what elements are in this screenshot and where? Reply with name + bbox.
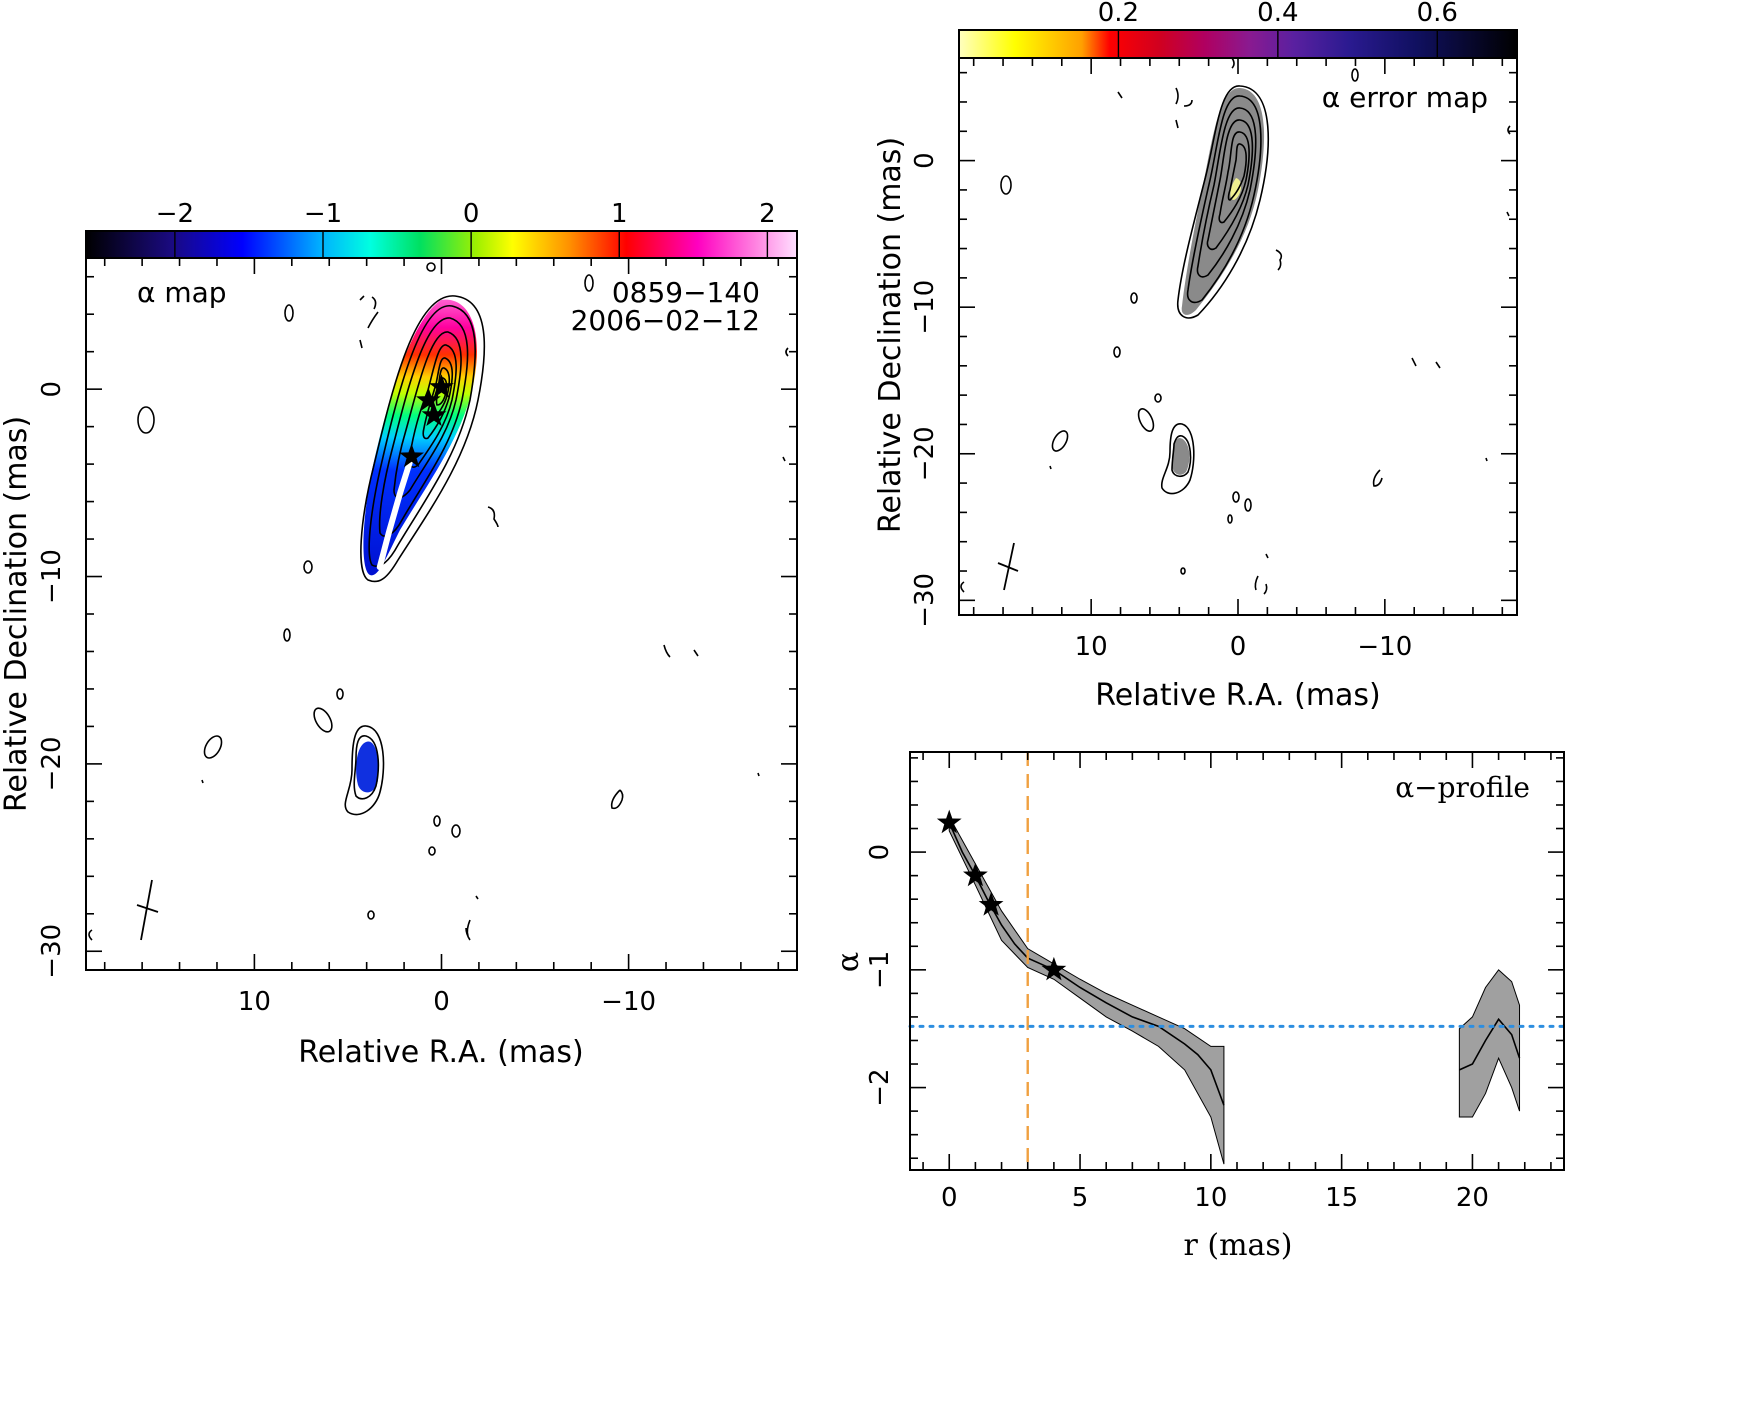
- alpha-map-star: [429, 374, 454, 398]
- alpha-profile-stars: [936, 809, 1067, 981]
- alpha-map-ytick-label: −10: [37, 549, 67, 604]
- alpha-profile-label: α−profile: [1395, 771, 1530, 804]
- error-map-ytick-label: 0: [910, 152, 940, 169]
- alpha-map-stars: [399, 374, 454, 468]
- error-map-beam: [997, 542, 1019, 591]
- error-map-axes: 10 0 −10 0 −10 −20 −30: [910, 58, 1517, 662]
- alpha-map-xtick-label: −10: [601, 987, 656, 1017]
- alpha-colorbar-tick-label: 2: [759, 199, 776, 229]
- error-map-ytick-label: −30: [910, 573, 940, 628]
- alpha-colorbar: [85, 230, 798, 259]
- alpha-profile-line: [1459, 1017, 1521, 1071]
- alpha-map-beam: [136, 879, 159, 941]
- error-map-label: α error map: [1322, 81, 1488, 114]
- alpha-colorbar-tick-label: 0: [463, 199, 480, 229]
- error-colorbar-tick-label: 0.4: [1257, 0, 1298, 28]
- alpha-map-star: [399, 443, 424, 468]
- alpha-profile-panel: 0 5 10 15 20 0 −1 −2 α−profile r (mas) α: [831, 751, 1566, 1263]
- alpha-profile-xlabel: r (mas): [1183, 1228, 1292, 1263]
- alpha-profile-ytick-label: 0: [865, 844, 895, 861]
- error-map-panel: 0.2 0.4 0.6: [873, 0, 1518, 713]
- alpha-colorbar-ticks: −2 −1 0 1 2: [156, 199, 776, 258]
- error-colorbar-tick-label: 0.6: [1417, 0, 1458, 28]
- alpha-profile-star: [963, 862, 988, 887]
- alpha-profile-ytick-label: −2: [865, 1068, 895, 1106]
- alpha-map-star: [416, 387, 441, 411]
- error-map-ytick-label: −10: [910, 280, 940, 335]
- alpha-map-ylabel: Relative Declination (mas): [0, 416, 34, 812]
- error-map-xtick-label: 10: [1075, 632, 1108, 662]
- alpha-profile-axes: 0 5 10 15 20 0 −1 −2: [865, 752, 1564, 1213]
- alpha-map-axes: 10 0 −10 0 −10 −20 −30: [37, 258, 797, 1017]
- error-map-ytick-label: −20: [910, 426, 940, 481]
- error-map-contours: [960, 57, 1511, 595]
- alpha-map-xtick-label: 0: [433, 987, 450, 1017]
- alpha-map-date: 2006−02−12: [571, 304, 760, 337]
- error-colorbar: [958, 29, 1518, 59]
- alpha-map-xtick-label: 10: [238, 987, 271, 1017]
- alpha-colorbar-tick-label: 1: [611, 199, 628, 229]
- alpha-map-ytick-label: −30: [37, 924, 67, 979]
- alpha-map-star: [421, 402, 447, 426]
- alpha-profile-xtick-label: 0: [941, 1183, 958, 1213]
- alpha-profile-xtick-label: 15: [1325, 1183, 1358, 1213]
- alpha-profile-error-bands: [948, 814, 1521, 1165]
- alpha-profile-band: [1458, 969, 1521, 1118]
- alpha-profile-ylabel: α: [831, 952, 866, 972]
- alpha-profile-ytick-label: −1: [865, 951, 895, 989]
- alpha-map-ridge-line: [376, 453, 415, 571]
- alpha-profile-star: [978, 892, 1004, 916]
- alpha-profile-reference-lines: [908, 752, 1566, 1170]
- error-map-emission: [1172, 87, 1265, 475]
- alpha-map-source: 0859−140: [612, 276, 760, 309]
- alpha-profile-xtick-label: 10: [1194, 1183, 1227, 1213]
- error-map-xlabel: Relative R.A. (mas): [1095, 678, 1381, 713]
- alpha-profile-star: [936, 809, 962, 834]
- alpha-profile-xtick-label: 5: [1072, 1183, 1089, 1213]
- alpha-profile-star: [1041, 956, 1067, 981]
- error-map-ylabel: Relative Declination (mas): [873, 137, 908, 533]
- alpha-map-panel: −2 −1 0 1 2: [0, 199, 798, 1070]
- error-colorbar-tick-label: 0.2: [1098, 0, 1139, 28]
- alpha-map-xlabel: Relative R.A. (mas): [298, 1035, 584, 1070]
- alpha-map-emission: [356, 299, 477, 793]
- error-map-xtick-label: −10: [1357, 632, 1412, 662]
- error-map-xtick-label: 0: [1230, 632, 1247, 662]
- alpha-map-ytick-label: −20: [37, 736, 67, 791]
- alpha-colorbar-tick-label: −1: [304, 199, 342, 229]
- alpha-map-ytick-label: 0: [37, 381, 67, 398]
- alpha-colorbar-tick-label: −2: [156, 199, 194, 229]
- alpha-profile-xtick-label: 20: [1456, 1183, 1489, 1213]
- error-colorbar-ticks: 0.2 0.4 0.6: [1098, 0, 1458, 58]
- alpha-map-label: α map: [137, 276, 227, 309]
